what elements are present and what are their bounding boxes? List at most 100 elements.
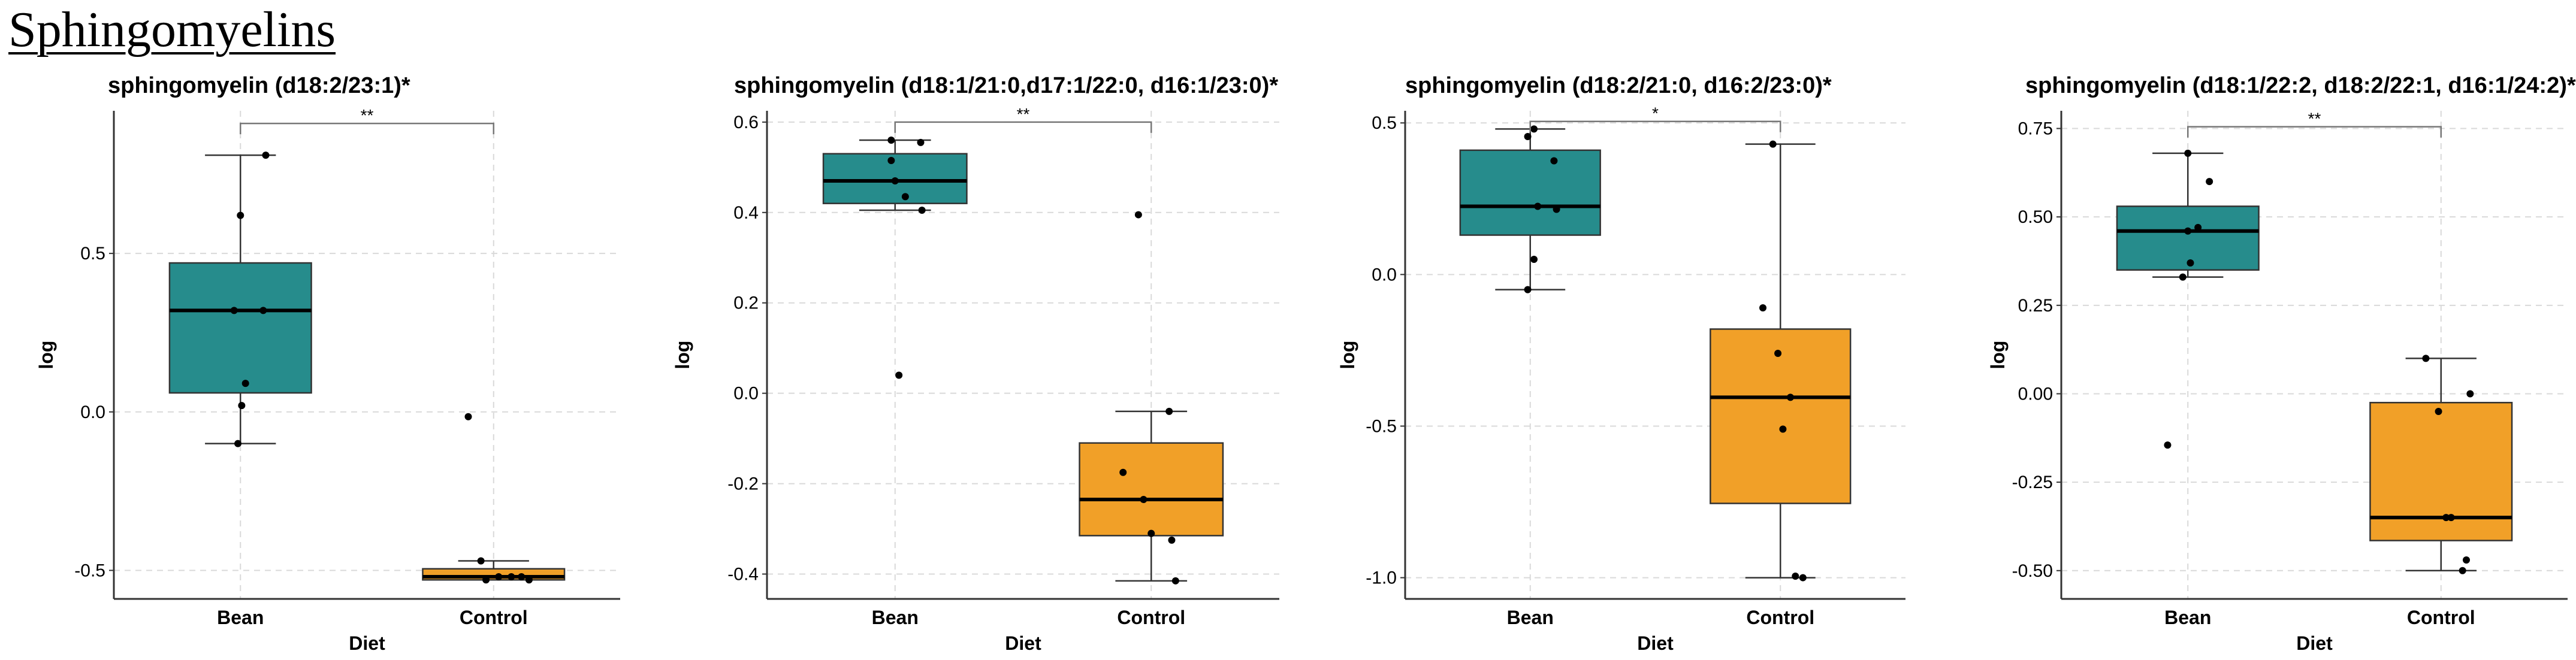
bean-data-point xyxy=(1530,125,1538,133)
bean-data-point xyxy=(237,211,244,219)
y-tick-label: -0.2 xyxy=(727,474,759,494)
chart-title: sphingomyelin (d18:1/21:0,d17:1/22:0, d1… xyxy=(734,73,1278,98)
bean-data-point xyxy=(1524,133,1532,141)
control-data-point xyxy=(525,576,533,584)
y-axis-label: log xyxy=(672,341,693,370)
bean-box xyxy=(1459,149,1601,236)
bean-data-point xyxy=(2187,259,2194,267)
control-data-point xyxy=(508,573,515,580)
control-data-point xyxy=(1786,393,1794,401)
bean-data-point xyxy=(2179,273,2187,281)
control-data-point xyxy=(2422,355,2430,362)
control-data-point xyxy=(495,573,503,580)
x-tick-label: Bean xyxy=(2164,607,2211,628)
section-title: Sphingomyelins xyxy=(8,2,336,57)
bean-data-point xyxy=(230,307,238,314)
bean-data-point xyxy=(241,380,249,387)
y-tick-label: 0.50 xyxy=(2018,207,2053,227)
control-data-point xyxy=(2466,390,2474,398)
control-data-point xyxy=(1171,577,1179,585)
x-axis-label: Diet xyxy=(2296,632,2333,654)
x-axis-label: Diet xyxy=(349,632,385,654)
y-tick-label: -0.50 xyxy=(2012,561,2053,581)
bean-data-point xyxy=(234,440,242,447)
y-tick-label: 0.0 xyxy=(733,384,759,404)
y-tick-label: -0.5 xyxy=(74,561,105,580)
bean-data-point xyxy=(887,137,895,144)
chart-panel-2: sphingomyelin (d18:1/21:0,d17:1/22:0, d1… xyxy=(672,73,1279,654)
control-data-point xyxy=(1147,529,1155,537)
x-axis-label: Diet xyxy=(1005,632,1041,654)
x-tick-label: Bean xyxy=(217,607,264,628)
chart-title: sphingomyelin (d18:2/21:0, d16:2/23:0)* xyxy=(1405,73,1832,98)
bean-data-point xyxy=(917,138,925,146)
control-data-point xyxy=(1140,495,1147,503)
bean-data-point xyxy=(262,152,270,159)
bean-data-point xyxy=(1524,286,1532,293)
bean-data-point xyxy=(2184,149,2192,157)
y-axis-label: log xyxy=(35,341,57,370)
control-data-point xyxy=(1119,468,1127,476)
y-tick-label: -1.0 xyxy=(1366,568,1397,588)
x-tick-label: Control xyxy=(1746,607,1814,628)
control-data-point xyxy=(464,413,472,420)
y-axis-label: log xyxy=(1987,341,2009,370)
bean-data-point xyxy=(1530,256,1538,264)
control-data-point xyxy=(1792,573,1799,580)
bean-data-point xyxy=(2206,178,2213,186)
control-data-point xyxy=(1168,536,1176,544)
bean-data-point xyxy=(918,207,926,214)
y-tick-label: -0.25 xyxy=(2012,473,2053,492)
bean-data-point xyxy=(1550,157,1558,165)
x-tick-label: Control xyxy=(1117,607,1185,628)
control-data-point xyxy=(2459,567,2466,574)
control-data-point xyxy=(1134,211,1142,219)
control-data-point xyxy=(1759,304,1767,312)
significance-bracket xyxy=(894,121,1152,133)
bean-data-point xyxy=(259,307,267,314)
bean-data-point xyxy=(2164,441,2172,449)
bean-box xyxy=(2116,205,2260,271)
control-data-point xyxy=(477,557,485,565)
bean-data-point xyxy=(238,402,246,410)
bean-data-point xyxy=(1553,205,1560,213)
y-axis-label: log xyxy=(1337,341,1358,370)
control-data-point xyxy=(518,573,526,580)
control-data-point xyxy=(2442,514,2450,522)
y-tick-label: 0.0 xyxy=(1372,265,1397,284)
y-tick-label: 0.0 xyxy=(80,402,105,422)
bean-data-point xyxy=(891,177,899,184)
control-data-point xyxy=(1799,574,1807,582)
x-tick-label: Bean xyxy=(872,607,919,628)
control-data-point xyxy=(1779,425,1787,433)
control-data-point xyxy=(482,576,490,584)
control-data-point xyxy=(1774,349,1782,357)
chart-title: sphingomyelin (d18:1/22:2, d18:2/22:1, d… xyxy=(2025,73,2576,98)
y-tick-label: 0.00 xyxy=(2018,384,2053,404)
significance-bracket xyxy=(240,122,494,135)
control-data-point xyxy=(2435,407,2442,415)
bean-data-point xyxy=(2184,227,2192,235)
significance-label: * xyxy=(1652,104,1659,123)
significance-label: ** xyxy=(361,106,374,125)
significance-bracket xyxy=(2187,126,2442,138)
y-tick-label: 0.6 xyxy=(733,113,759,132)
x-axis-label: Diet xyxy=(1637,632,1674,654)
bean-data-point xyxy=(895,371,903,379)
y-tick-label: 0.4 xyxy=(733,203,759,223)
y-tick-label: 0.5 xyxy=(80,244,105,264)
bean-box xyxy=(168,262,312,394)
y-tick-label: 0.75 xyxy=(2018,119,2053,139)
chart-panel-3: sphingomyelin (d18:2/21:0, d16:2/23:0)* -… xyxy=(1337,73,1905,654)
control-box xyxy=(1079,442,1224,537)
x-tick-label: Control xyxy=(460,607,528,628)
control-box xyxy=(1710,328,1852,504)
chart-panel-1: sphingomyelin (d18:2/23:1)* -0.5 0.0 0.5 ** B… xyxy=(35,73,620,654)
significance-label: ** xyxy=(2308,110,2321,128)
x-tick-label: Control xyxy=(2407,607,2475,628)
control-data-point xyxy=(1769,140,1777,148)
bean-data-point xyxy=(2194,223,2202,231)
control-data-point xyxy=(1165,407,1173,415)
significance-bracket xyxy=(1529,120,1781,132)
